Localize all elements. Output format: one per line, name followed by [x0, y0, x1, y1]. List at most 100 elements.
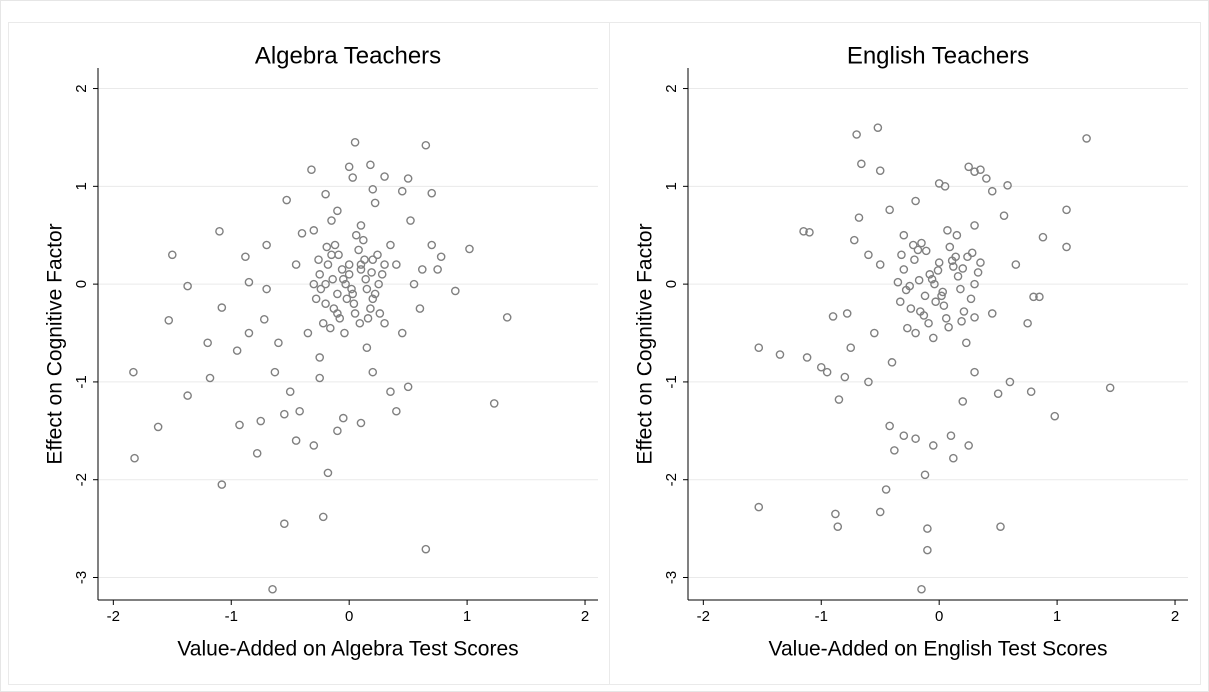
point: [1023, 318, 1032, 328]
point: [328, 274, 337, 284]
point: [987, 186, 997, 196]
point: [970, 367, 979, 377]
point: [344, 260, 354, 269]
point: [967, 248, 977, 258]
point: [129, 367, 138, 377]
point: [1082, 134, 1091, 143]
point: [964, 162, 973, 172]
point: [363, 314, 373, 323]
point: [421, 544, 431, 554]
point: [329, 304, 339, 313]
point: [338, 413, 348, 423]
point: [403, 174, 413, 183]
point: [923, 524, 932, 533]
point: [338, 274, 348, 284]
point: [370, 198, 380, 208]
point: [921, 246, 931, 256]
point: [397, 328, 407, 338]
point: [881, 485, 891, 494]
point: [949, 453, 958, 463]
point: [939, 301, 949, 310]
point: [321, 189, 330, 199]
y-tick-label: 1: [663, 182, 680, 190]
point: [966, 294, 976, 304]
point: [285, 387, 295, 396]
point: [232, 346, 242, 355]
x-tick-label: 0: [935, 608, 943, 625]
point: [1105, 383, 1115, 393]
point: [911, 196, 920, 206]
point: [917, 584, 926, 594]
point: [316, 284, 326, 294]
point: [1005, 377, 1015, 387]
point: [840, 372, 850, 382]
point: [911, 434, 920, 443]
point: [885, 421, 894, 431]
point: [262, 240, 271, 250]
point: [427, 188, 437, 198]
point: [489, 399, 499, 408]
point: [307, 165, 316, 175]
point: [941, 314, 951, 323]
point: [958, 264, 968, 273]
point: [822, 367, 832, 377]
x-axis-label: Value-Added on English Test Scores: [769, 638, 1108, 661]
point: [415, 304, 425, 313]
point: [451, 286, 460, 296]
point: [873, 123, 883, 132]
point: [938, 287, 948, 297]
point: [1038, 232, 1048, 242]
point: [421, 140, 431, 150]
x-tick-label: 2: [1171, 608, 1179, 625]
point: [262, 284, 271, 294]
point: [244, 328, 254, 338]
y-tick-label: 0: [73, 280, 90, 288]
point: [899, 431, 909, 441]
point: [349, 299, 359, 308]
point: [362, 343, 372, 352]
point: [920, 291, 930, 301]
point: [953, 272, 963, 281]
y-tick-label: -3: [73, 571, 90, 584]
point: [366, 304, 375, 313]
point: [368, 367, 378, 377]
point: [153, 422, 163, 432]
point: [970, 221, 979, 230]
point: [326, 323, 335, 333]
point: [930, 279, 939, 289]
point: [951, 252, 960, 262]
point: [945, 242, 955, 252]
point: [354, 245, 363, 255]
point: [962, 338, 971, 348]
point: [340, 328, 349, 338]
point: [908, 240, 918, 250]
point: [982, 174, 991, 183]
x-tick-label: 0: [345, 608, 353, 625]
point: [360, 255, 369, 264]
point: [244, 277, 254, 287]
point: [386, 387, 395, 396]
point: [864, 250, 873, 260]
point: [934, 258, 944, 267]
point: [344, 162, 354, 172]
point: [996, 522, 1005, 531]
point: [1011, 260, 1021, 269]
point: [927, 274, 937, 284]
point: [318, 512, 328, 522]
y-tick-label: -1: [73, 375, 90, 388]
point: [348, 173, 358, 182]
point: [280, 409, 289, 419]
point: [987, 309, 997, 318]
point: [931, 297, 940, 307]
point: [256, 416, 266, 426]
point: [205, 373, 215, 383]
point: [933, 266, 943, 275]
point: [899, 230, 909, 240]
point: [380, 260, 389, 269]
point: [910, 255, 919, 264]
point: [864, 377, 873, 387]
point: [356, 418, 366, 428]
point: [857, 159, 866, 169]
point: [1050, 411, 1060, 421]
point: [828, 312, 838, 321]
